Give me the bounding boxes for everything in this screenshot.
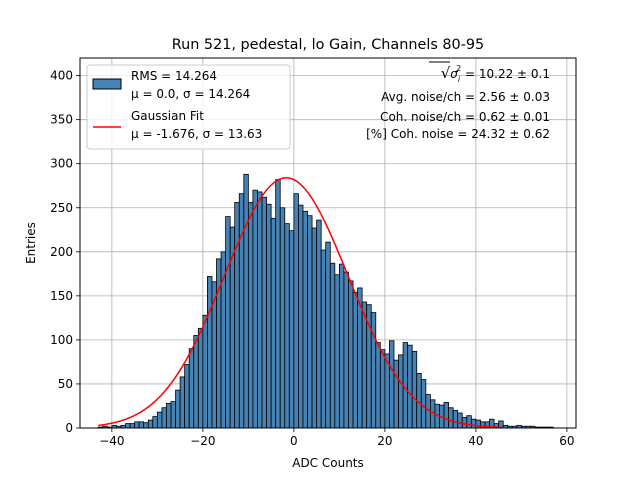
x-tick-label: 0: [290, 434, 298, 448]
histogram-bar: [325, 241, 331, 429]
histogram-bar: [352, 291, 358, 429]
chart-title: Run 521, pedestal, lo Gain, Channels 80-…: [172, 37, 484, 53]
histogram-bar: [238, 193, 245, 429]
y-axis-label: Entries: [24, 222, 38, 264]
histogram-bar: [193, 335, 199, 429]
histogram-bar: [197, 328, 204, 429]
histogram-bar: [284, 223, 290, 429]
legend-patch-histogram: [92, 78, 122, 90]
annotation-total-noise: √σi2 = 10.22 ± 0.1: [441, 64, 550, 84]
histogram-bar: [298, 204, 304, 429]
y-tick-label: 300: [50, 157, 73, 171]
annotation-avg-noise: Avg. noise/ch = 2.56 ± 0.03: [381, 90, 550, 104]
histogram-bar: [320, 249, 327, 429]
histogram-bar: [266, 203, 272, 429]
x-axis-ticks: −40 −20 0 20 40 60: [99, 428, 575, 448]
histogram-bar: [343, 271, 349, 429]
legend-entry-fit: Gaussian Fit: [131, 109, 204, 123]
histogram-bar: [270, 217, 277, 429]
histogram-bar: [207, 276, 213, 429]
y-tick-label: 350: [50, 113, 73, 127]
histogram-bar: [170, 401, 176, 429]
histogram-bar: [307, 215, 313, 429]
histogram-bar: [420, 379, 427, 429]
histogram-bar: [252, 189, 258, 429]
histogram-bar: [338, 263, 345, 429]
histogram-bar: [393, 359, 399, 429]
y-tick-label: 200: [50, 245, 73, 259]
histogram-bar: [389, 340, 395, 429]
histogram-bar: [379, 349, 386, 429]
histogram-bar: [452, 409, 459, 429]
legend-entry-fit-params: μ = -1.676, σ = 13.63: [131, 127, 262, 141]
histogram-bar: [184, 364, 190, 429]
gaussian-fit-line: [98, 177, 504, 429]
histogram-bar: [461, 417, 468, 429]
histogram-bar: [466, 415, 472, 429]
histogram-bar: [134, 421, 140, 429]
histogram-bar: [470, 418, 477, 429]
histogram-bar: [279, 207, 286, 429]
histogram-bar: [175, 389, 181, 429]
x-tick-label: 60: [559, 434, 574, 448]
y-tick-label: 50: [58, 377, 73, 391]
legend-box: [86, 64, 291, 150]
y-tick-label: 400: [50, 69, 73, 83]
histogram-bar: [166, 402, 172, 429]
histogram-bar: [361, 301, 368, 429]
y-tick-label: 100: [50, 333, 73, 347]
histogram-bar: [161, 407, 167, 429]
histogram-bar: [188, 348, 195, 429]
x-tick-label: −40: [99, 434, 124, 448]
y-tick-label: 0: [65, 421, 73, 435]
noise-annotations: √σi2 = 10.22 ± 0.1 Avg. noise/ch = 2.56 …: [366, 61, 550, 141]
histogram-bar: [261, 196, 267, 429]
histogram-bar: [448, 407, 454, 429]
histogram-bar: [152, 416, 158, 429]
histogram-bar: [398, 354, 404, 429]
histogram-bar: [407, 344, 413, 429]
histogram-bar: [311, 227, 318, 429]
histogram-bar: [143, 422, 149, 429]
annotation-coh-percent: [%] Coh. noise = 24.32 ± 0.62: [366, 127, 550, 141]
x-tick-label: 40: [468, 434, 483, 448]
histogram-bar: [375, 342, 381, 429]
annotation-coh-noise: Coh. noise/ch = 0.62 ± 0.01: [380, 110, 550, 124]
histogram-bar: [257, 191, 263, 429]
histogram-bar: [138, 421, 145, 429]
legend-entry-histogram: RMS = 14.264: [131, 69, 217, 83]
histogram-bar: [302, 210, 308, 429]
histogram-bar: [225, 216, 231, 429]
histogram-bar: [316, 219, 322, 429]
histogram-bar: [329, 262, 336, 429]
legend-entry-histogram-params: μ = 0.0, σ = 14.264: [131, 87, 250, 101]
histogram-bar: [156, 411, 163, 429]
histogram-bar: [411, 350, 418, 429]
y-tick-label: 250: [50, 201, 73, 215]
x-tick-label: −20: [190, 434, 215, 448]
histogram-bar: [293, 193, 299, 429]
histogram-bar: [129, 423, 136, 429]
histogram-bar: [457, 412, 463, 429]
histogram-bar: [443, 402, 449, 429]
histogram-bar: [243, 173, 249, 429]
histogram-bar: [179, 376, 186, 429]
y-tick-label: 150: [50, 289, 73, 303]
histogram-bar: [202, 314, 208, 429]
histogram-bar: [247, 202, 254, 429]
histogram-bar: [334, 274, 340, 429]
x-axis-label: ADC Counts: [292, 456, 364, 470]
histogram-bar: [348, 280, 354, 429]
y-axis-ticks: 0 50 100 150 200 250 300 350 400: [50, 69, 80, 435]
histogram-bar: [234, 202, 240, 429]
x-tick-label: 20: [377, 434, 392, 448]
plot-frame: [79, 57, 577, 429]
histogram-bar: [125, 423, 131, 429]
histogram-bar: [147, 419, 154, 429]
histogram-bar: [288, 230, 295, 429]
histogram-bar: [275, 179, 281, 429]
legend: RMS = 14.264 μ = 0.0, σ = 14.264 Gaussia…: [86, 64, 291, 150]
